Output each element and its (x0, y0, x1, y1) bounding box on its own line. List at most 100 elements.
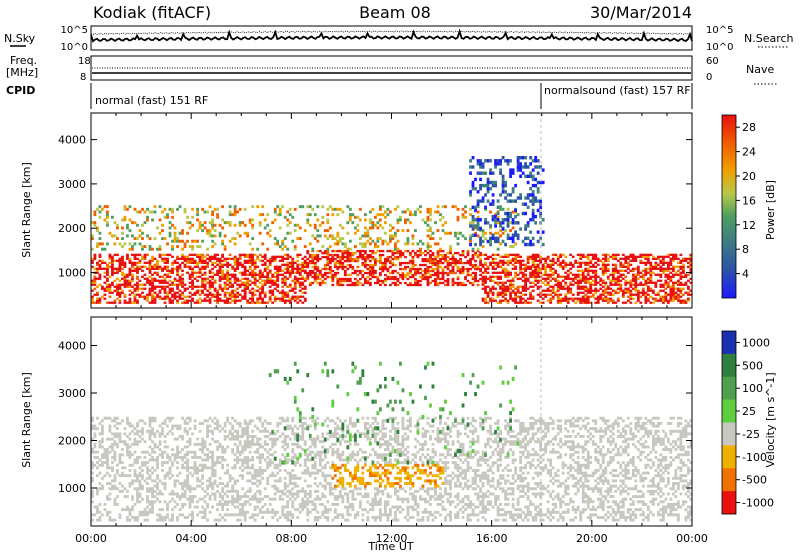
power-cell (661, 267, 665, 270)
power-cell (348, 251, 352, 255)
power-cell (166, 297, 169, 300)
power-cell (536, 165, 540, 169)
power-cell (581, 261, 585, 264)
velocity-cell (241, 469, 245, 472)
power-cell (529, 295, 533, 298)
power-cell (241, 295, 245, 298)
power-cell (383, 283, 387, 287)
power-cell (331, 249, 335, 253)
power-cell (426, 229, 430, 233)
velocity-cell (211, 469, 215, 472)
power-cell (281, 291, 285, 294)
power-cell (514, 255, 518, 258)
power-cell (193, 271, 197, 274)
power-cell (291, 297, 295, 300)
velocity-cell (101, 513, 104, 517)
power-cell (178, 231, 182, 235)
power-cell (404, 210, 407, 214)
power-cell (564, 263, 568, 266)
power-cell (494, 267, 497, 270)
power-cell (401, 277, 405, 281)
power-cell (336, 265, 340, 269)
power-cell (238, 279, 242, 282)
power-cell (231, 213, 235, 217)
velocity-cell (193, 495, 197, 499)
power-cell (549, 293, 553, 296)
power-cell (586, 289, 590, 292)
power-cell (196, 279, 199, 282)
velocity-cell (96, 505, 99, 509)
power-cell (624, 283, 628, 286)
power-cell (386, 269, 390, 273)
power-cell (444, 231, 447, 235)
power-cell (559, 285, 563, 288)
power-cell (191, 287, 194, 290)
power-cell (614, 279, 618, 282)
power-cell (546, 273, 550, 276)
power-cell (489, 236, 492, 241)
power-cell (173, 291, 177, 294)
power-cell (153, 287, 157, 290)
power-cell (318, 269, 322, 273)
power-cell (111, 215, 114, 219)
power-cell (501, 283, 505, 286)
power-cell (166, 285, 169, 288)
power-cell (336, 283, 340, 287)
power-cell (213, 261, 217, 264)
power-cell (609, 293, 613, 296)
nsky-label: N.Sky (4, 32, 36, 45)
velocity-cell (188, 505, 192, 509)
power-cell (479, 259, 482, 263)
power-cell (491, 214, 495, 219)
power-cell (243, 231, 247, 235)
power-cell (409, 259, 412, 263)
power-cell (218, 257, 222, 260)
power-cell (541, 277, 545, 280)
power-cell (484, 159, 487, 163)
velocity-cell (151, 500, 154, 504)
velocity-cell (206, 484, 209, 488)
power-cell (536, 285, 540, 288)
power-cell (383, 257, 387, 261)
power-cell (261, 283, 265, 286)
power-cell (206, 277, 209, 280)
velocity-cell (171, 474, 174, 478)
power-cell (286, 291, 290, 294)
power-cell (684, 281, 688, 284)
power-cell (426, 279, 430, 283)
velocity-cell (163, 487, 167, 491)
power-cell (584, 277, 588, 280)
power-cell (191, 279, 194, 282)
power-cell (381, 249, 385, 253)
power-cell (564, 295, 568, 298)
power-cell (298, 281, 302, 284)
power-cell (171, 215, 174, 219)
power-cell (276, 267, 280, 270)
power-cell (624, 275, 628, 278)
power-cell (594, 283, 598, 286)
power-cell (524, 301, 528, 304)
power-cell (286, 247, 290, 251)
power-cell (581, 295, 585, 298)
velocity-cell (236, 489, 240, 493)
velocity-cell (131, 479, 134, 483)
power-cell (226, 257, 230, 260)
power-cell (296, 253, 300, 257)
velocity-cell (163, 476, 167, 480)
power-cell (208, 231, 212, 235)
power-cell (501, 174, 505, 179)
power-cell (506, 259, 510, 262)
velocity-cell (243, 518, 247, 522)
power-cell (301, 281, 305, 284)
power-cell (436, 267, 440, 271)
power-cell (161, 223, 164, 227)
power-cell (469, 207, 472, 211)
velocity-cell (201, 516, 204, 519)
power-cell (308, 253, 312, 257)
power-cell (674, 273, 678, 276)
power-cell (103, 275, 107, 278)
power-cell (221, 218, 225, 222)
power-cell (481, 283, 485, 286)
power-cell (411, 257, 415, 261)
power-cell (181, 273, 184, 276)
